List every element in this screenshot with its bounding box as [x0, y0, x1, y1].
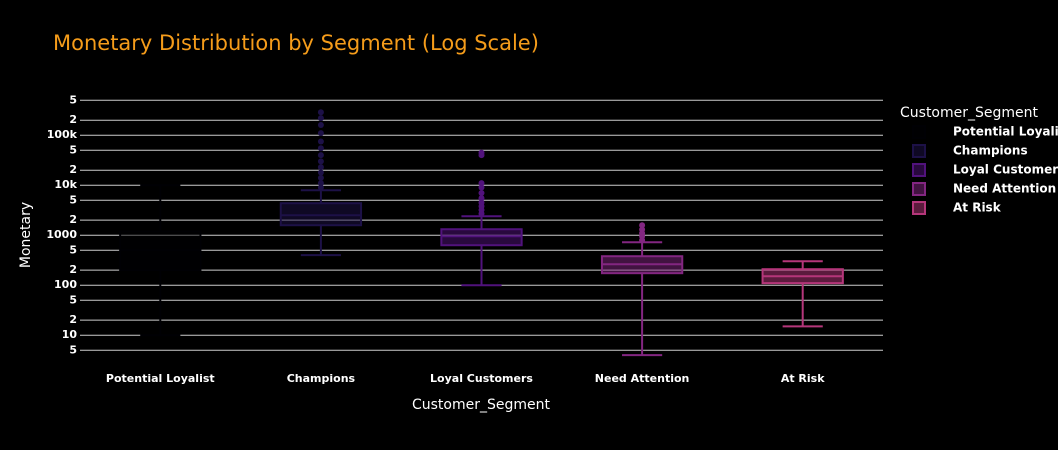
- outlier: [317, 138, 324, 145]
- legend-title: Customer_Segment: [900, 105, 1039, 121]
- legend-label: Need Attention: [953, 182, 1056, 196]
- outlier: [478, 149, 485, 156]
- legend-swatch: [912, 125, 926, 139]
- y-tick-label: 100: [54, 278, 77, 291]
- outlier: [317, 180, 324, 187]
- x-tick-label: Potential Loyalist: [106, 372, 215, 385]
- legend-label: Potential Loyalist: [953, 125, 1058, 139]
- y-tick-label: 5: [69, 343, 77, 356]
- y-tick-label: 2: [69, 113, 77, 126]
- outlier: [317, 130, 324, 137]
- y-tick-label: 2: [69, 213, 77, 226]
- y-tick-label: 5: [69, 243, 77, 256]
- outlier: [317, 115, 324, 122]
- outlier: [639, 222, 646, 229]
- outlier: [317, 169, 324, 176]
- y-tick-label: 2: [69, 263, 77, 276]
- outlier: [478, 180, 485, 187]
- y-axis-title: Monetary: [18, 202, 34, 268]
- box: [440, 228, 523, 247]
- outlier: [317, 174, 324, 181]
- x-axis-title: Customer_Segment: [412, 397, 551, 413]
- legend-label: At Risk: [953, 201, 1002, 215]
- legend-swatch: [912, 163, 926, 177]
- y-tick-label: 1000: [46, 228, 77, 241]
- legend-label: Loyal Customers: [953, 163, 1058, 177]
- outlier: [317, 145, 324, 152]
- y-tick-label: 10k: [54, 178, 77, 191]
- outlier: [317, 184, 324, 191]
- y-tick-label: 2: [69, 163, 77, 176]
- x-tick-label: Loyal Customers: [430, 372, 533, 385]
- y-tick-label: 10: [62, 328, 78, 341]
- outlier: [317, 109, 324, 116]
- y-tick-label: 5: [69, 193, 77, 206]
- x-tick-label: Need Attention: [595, 372, 690, 385]
- y-tick-label: 100k: [47, 128, 78, 141]
- x-tick-label: At Risk: [781, 372, 825, 385]
- outlier: [478, 189, 485, 196]
- outlier: [317, 122, 324, 129]
- legend-swatch: [912, 201, 926, 215]
- outlier: [317, 158, 324, 165]
- outlier: [478, 199, 485, 206]
- legend-swatch: [912, 144, 926, 158]
- y-tick-label: 2: [69, 313, 77, 326]
- outlier: [317, 152, 324, 159]
- outlier: [478, 195, 485, 202]
- legend-label: Champions: [953, 144, 1028, 158]
- x-tick-label: Champions: [287, 372, 356, 385]
- y-tick-label: 5: [69, 93, 77, 106]
- y-tick-label: 5: [69, 143, 77, 156]
- y-tick-label: 5: [69, 293, 77, 306]
- outlier: [639, 226, 646, 233]
- outlier: [478, 184, 485, 191]
- outlier: [317, 164, 324, 171]
- chart-title: Monetary Distribution by Segment (Log Sc…: [53, 31, 539, 55]
- legend-swatch: [912, 182, 926, 196]
